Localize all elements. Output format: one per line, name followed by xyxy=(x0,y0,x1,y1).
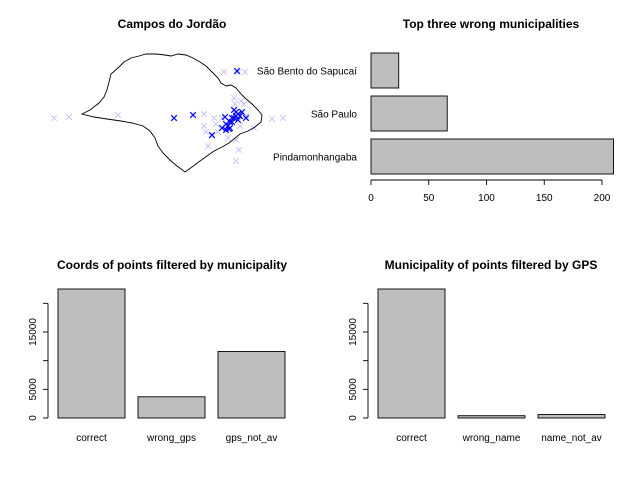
hbar-2 xyxy=(370,138,615,175)
hbar-category-labels: São Bento do Sapucaí São Paulo Pindamonhan… xyxy=(257,67,358,164)
state-outline xyxy=(80,53,263,173)
map-point xyxy=(241,68,249,76)
hbar-1 xyxy=(370,95,448,132)
hbar-tick-label: 50 xyxy=(423,193,435,204)
coords-y-axis: 0 5000 15000 xyxy=(28,302,49,421)
p3-category-label: wrong_gps xyxy=(146,433,196,444)
hbar-category-label: Pindamonhangaba xyxy=(273,153,357,164)
municipality-title: Municipality of points filtered by GPS xyxy=(385,258,598,272)
p4-bar-2 xyxy=(537,414,606,419)
hbar-title: Top three wrong municipalities xyxy=(403,17,580,31)
p3-tick-label: 15000 xyxy=(28,318,39,346)
hbar-tick-label: 0 xyxy=(368,193,374,204)
hbar-tick-label: 150 xyxy=(536,193,553,204)
map-point xyxy=(189,111,197,119)
municipality-category-labels: correct wrong_name name_not_av xyxy=(396,433,602,444)
map-point xyxy=(65,113,73,121)
map-panel: Campos do Jordão xyxy=(50,17,287,173)
p4-category-label: correct xyxy=(396,433,427,444)
p3-category-label: gps_not_av xyxy=(226,433,278,444)
map-point xyxy=(202,128,210,136)
map-point xyxy=(170,114,178,122)
coords-title: Coords of points filtered by municipalit… xyxy=(57,258,287,272)
p4-category-label: wrong_name xyxy=(462,433,521,444)
map-point xyxy=(242,114,250,122)
map-point xyxy=(268,115,276,123)
hbar-tick-label: 200 xyxy=(594,193,611,204)
map-point xyxy=(226,118,234,126)
map-point xyxy=(212,120,220,128)
map-point xyxy=(50,114,58,122)
municipality-bars xyxy=(377,288,606,419)
hbar-x-axis: 0 50 100 150 200 xyxy=(368,179,611,204)
hbar-category-label: São Paulo xyxy=(311,110,358,121)
point-layer xyxy=(50,67,287,165)
coords-category-labels: correct wrong_gps gps_not_av xyxy=(76,433,277,444)
p4-tick-label: 0 xyxy=(348,415,359,421)
map-point xyxy=(234,116,242,124)
hbar-bars xyxy=(370,52,615,175)
map-point xyxy=(210,114,218,122)
p4-bar-1 xyxy=(457,415,526,419)
top-wrong-municipalities-panel: Top three wrong municipalities São Bento… xyxy=(257,17,615,204)
map-point xyxy=(230,94,238,102)
map-point xyxy=(220,68,228,76)
coords-filtered-panel: Coords of points filtered by municipalit… xyxy=(28,258,287,444)
map-point xyxy=(236,122,244,130)
map-point xyxy=(238,108,246,116)
map-point xyxy=(225,125,233,133)
map-point xyxy=(208,132,216,140)
map-point xyxy=(237,97,245,105)
hbar-tick-label: 100 xyxy=(478,193,495,204)
hbar-0 xyxy=(370,52,400,89)
map-point xyxy=(222,120,230,128)
map-point xyxy=(200,110,208,118)
p3-tick-label: 0 xyxy=(28,415,39,421)
p3-category-label: correct xyxy=(76,433,107,444)
map-point xyxy=(208,131,216,139)
map-point xyxy=(250,124,258,132)
map-point xyxy=(200,122,208,130)
map-point xyxy=(221,113,229,121)
map-point xyxy=(232,136,240,144)
coords-bars xyxy=(57,288,286,419)
map-point xyxy=(233,67,241,75)
p3-bar-1 xyxy=(137,396,206,419)
map-point xyxy=(235,146,243,154)
p3-bar-2 xyxy=(217,351,286,419)
map-point xyxy=(230,106,238,114)
municipality-y-axis: 0 5000 15000 xyxy=(348,302,369,421)
map-point xyxy=(231,100,239,108)
map-point xyxy=(240,100,248,108)
map-point xyxy=(224,134,232,142)
hbar-category-label: São Bento do Sapucaí xyxy=(257,67,357,78)
map-point xyxy=(232,157,240,165)
municipality-filtered-panel: Municipality of points filtered by GPS c… xyxy=(348,258,606,444)
map-point xyxy=(204,142,212,150)
map-point xyxy=(228,114,236,122)
map-title: Campos do Jordão xyxy=(118,17,227,31)
p4-bar-0 xyxy=(377,288,446,419)
map-point xyxy=(279,114,287,122)
p4-category-label: name_not_av xyxy=(541,433,602,444)
p3-tick-label: 5000 xyxy=(28,378,39,401)
p3-bar-0 xyxy=(57,288,126,419)
p4-tick-label: 5000 xyxy=(348,378,359,401)
p4-tick-label: 15000 xyxy=(348,318,359,346)
map-point xyxy=(114,111,122,119)
